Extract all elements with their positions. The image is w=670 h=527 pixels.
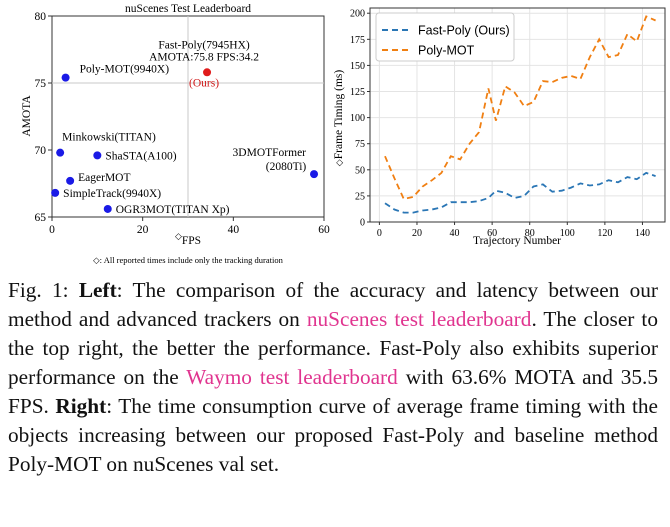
right-xtick-label-140: 140 [635,228,650,239]
left-ytick-label-70: 70 [35,145,47,157]
right-ytick-label-75: 75 [355,139,365,150]
scatter-sublabel-fast-poly-7945hx: AMOTA:75.8 FPS:34.2 [149,51,259,63]
scatter-label-simpletrack-9940x: SimpleTrack(9940X) [63,188,161,200]
scatter-point-poly-mot-9940x [61,73,70,82]
left-xtick-label-0: 0 [49,224,55,236]
caption-text-1: : The comparison of the accuracy and lat… [8,278,658,331]
caption-link-waymo[interactable]: Waymo test leaderboard [186,365,398,389]
scatter-point-3dmotformer [310,170,319,179]
left-xtick-label-60: 60 [318,224,330,236]
left-xtick-label-20: 20 [137,224,149,236]
left-x-axis-prefix: ◇ [175,231,182,241]
right-y-axis-text: Frame Timing (ms) [333,70,345,160]
right-xtick-label-120: 120 [597,228,612,239]
series-line-poly-mot [384,15,656,201]
right-ytick-label-0: 0 [360,218,365,229]
scatter-point-shasta-a100 [93,151,102,160]
scatter-label-minkowski-titan: Minkowski(TITAN) [62,132,156,144]
scatter-point-ogr3mot-titan-xp [103,204,112,213]
scatter-point-eagermot [66,176,75,185]
right-ytick-label-200: 200 [350,9,365,20]
caption-text-4: : The time consumption curve of average … [8,394,658,476]
scatter-label-3dmotformer: 3DMOTFormer [233,147,307,159]
scatter-label-poly-mot-9940x: Poly-MOT(9940X) [80,64,170,76]
right-legend: Fast-Poly (Ours) Poly-MOT [375,12,515,62]
right-line-chart: 0 25 50 75 100 125 150 175 200 0 20 40 60 80 100 120 14… [333,7,666,247]
left-xtick-label-40: 40 [228,224,240,236]
legend-label-fast-poly: Fast-Poly (Ours) [418,24,510,38]
scatter-point-simpletrack-9940x [51,188,60,197]
caption-prefix: Fig. 1: [8,278,79,302]
right-ytick-label-100: 100 [350,113,365,124]
scatter-label-ogr3mot-titan-xp: OGR3MOT(TITAN Xp) [116,204,230,216]
series-line-fast-poly-ours [384,171,656,214]
right-plot-frame [369,7,666,223]
right-xtick-label-0: 0 [377,228,382,239]
left-ytick-label-75: 75 [35,78,47,90]
left-ytick-label-65: 65 [35,212,47,224]
left-x-axis-label: ◇FPS [175,231,201,247]
right-xtick-label-100: 100 [560,228,575,239]
right-ytick-label-50: 50 [355,165,365,176]
right-y-axis-prefix: ◇ [334,159,344,166]
scatter-tag-fast-poly-7945hx: (Ours) [189,77,219,89]
right-xtick-label-40: 40 [450,228,460,239]
right-y-axis-label: ◇Frame Timing (ms) [333,70,345,167]
scatter-sublabel-3dmotformer: (2080Ti) [266,161,307,173]
scatter-point-minkowski-titan [56,148,65,157]
right-xtick-label-80: 80 [525,228,535,239]
right-ytick-label-150: 150 [350,61,365,72]
caption-text-3: with 63.6% MOTA and 35.5 FPS. [8,365,659,418]
left-scatter-chart: nuScenes Test Leaderboard 65 70 75 80 0 20 40… [21,3,330,265]
right-xtick-label-20: 20 [412,228,422,239]
scatter-label-shasta-a100: ShaSTA(A100) [105,150,176,162]
right-ytick-label-25: 25 [355,191,365,202]
legend-box [375,12,515,62]
left-y-axis-label: AMOTA [21,95,33,137]
legend-label-poly-mot: Poly-MOT [418,44,475,58]
caption-text-2: . The closer to the top right, the bette… [8,307,658,389]
scatter-label-eagermot: EagerMOT [78,172,130,184]
caption-right-label: Right [55,394,107,418]
right-xtick-label-60: 60 [487,228,497,239]
left-ytick-label-80: 80 [35,11,47,23]
caption-left-label: Left [78,278,117,302]
left-footnote: ◇: All reported times include only the t… [93,255,283,265]
scatter-label-fast-poly-7945hx: Fast-Poly(7945HX) [158,39,250,51]
figure-caption: Fig. 1: Left: The comparison of the accu… [8,276,658,479]
right-x-axis-label: Trajectory Number [473,235,561,247]
left-x-axis-text: FPS [182,235,201,247]
scatter-point-fast-poly-7945hx [203,68,212,77]
left-chart-title: nuScenes Test Leaderboard [125,3,251,15]
right-ytick-label-125: 125 [350,87,365,98]
right-ytick-label-175: 175 [350,35,365,46]
caption-link-nuscenes[interactable]: nuScenes test leaderboard [306,307,532,331]
